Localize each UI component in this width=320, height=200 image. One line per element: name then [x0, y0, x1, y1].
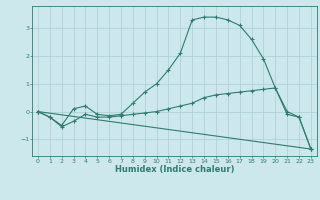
X-axis label: Humidex (Indice chaleur): Humidex (Indice chaleur) — [115, 165, 234, 174]
